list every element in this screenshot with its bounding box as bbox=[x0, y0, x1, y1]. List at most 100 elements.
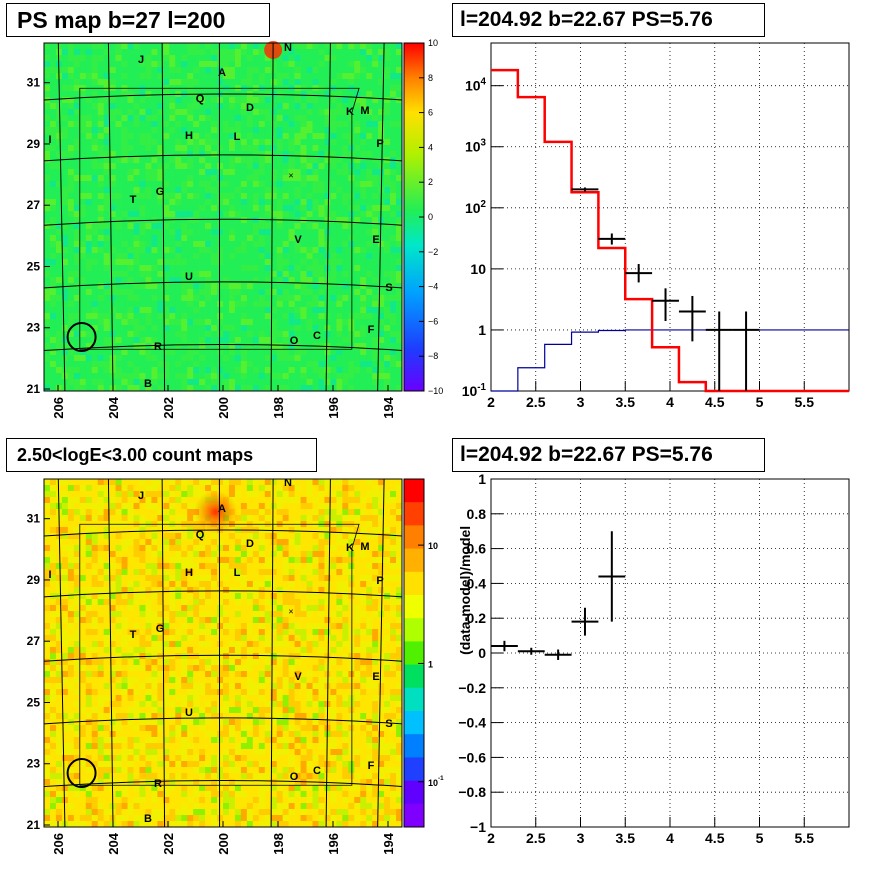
map-pixel bbox=[240, 55, 248, 62]
map-pixel bbox=[169, 67, 176, 74]
map-pixel bbox=[193, 331, 200, 338]
map-pixel bbox=[205, 289, 212, 296]
map-pixel bbox=[139, 91, 146, 98]
map-pixel bbox=[282, 61, 289, 68]
map-pixel bbox=[342, 73, 349, 80]
map-pixel bbox=[133, 67, 140, 74]
map-pixel bbox=[163, 749, 170, 756]
map-pixel bbox=[49, 599, 57, 606]
map-pixel bbox=[246, 265, 254, 272]
map-pixel bbox=[73, 289, 81, 296]
map-pixel bbox=[276, 67, 283, 74]
map-pixel bbox=[145, 647, 152, 654]
map-pixel bbox=[252, 253, 260, 260]
map-pixel bbox=[127, 671, 134, 678]
map-pixel bbox=[342, 325, 349, 332]
map-pixel bbox=[240, 181, 248, 188]
map-pixel bbox=[44, 187, 51, 194]
map-pixel bbox=[85, 647, 93, 654]
map-pixel bbox=[390, 67, 397, 74]
map-pixel bbox=[73, 731, 81, 738]
map-pixel bbox=[61, 61, 69, 68]
map-pixel bbox=[336, 43, 343, 50]
map-pixel bbox=[163, 367, 170, 374]
map-pixel bbox=[127, 815, 134, 822]
map-pixel bbox=[61, 73, 69, 80]
map-pixel bbox=[342, 175, 349, 182]
map-pixel bbox=[240, 139, 248, 146]
map-pixel bbox=[199, 163, 206, 170]
map-pixel bbox=[49, 217, 57, 224]
map-pixel bbox=[288, 133, 295, 140]
map-pixel bbox=[145, 199, 152, 206]
map-pixel bbox=[181, 73, 188, 80]
map-pixel bbox=[109, 73, 116, 80]
map-pixel bbox=[73, 307, 81, 314]
map-pixel bbox=[103, 229, 110, 236]
map-pixel bbox=[79, 707, 87, 714]
colorbar-tick-label: −10 bbox=[428, 386, 443, 396]
map-pixel bbox=[228, 145, 236, 152]
map-pixel bbox=[193, 193, 200, 200]
map-pixel bbox=[223, 325, 230, 332]
map-pixel bbox=[151, 67, 158, 74]
map-pixel bbox=[270, 277, 277, 284]
map-pixel bbox=[318, 127, 325, 134]
map-pixel bbox=[121, 605, 128, 612]
map-pixel bbox=[49, 253, 57, 260]
x-tick-label: 2.5 bbox=[526, 394, 546, 410]
map-pixel bbox=[169, 373, 176, 380]
map-pixel bbox=[61, 211, 69, 218]
map-pixel bbox=[181, 205, 188, 212]
map-pixel bbox=[115, 485, 122, 492]
map-pixel bbox=[246, 103, 254, 110]
map-pixel bbox=[175, 193, 182, 200]
map-pixel bbox=[348, 349, 355, 356]
map-pixel bbox=[264, 163, 272, 170]
map-pixel bbox=[91, 551, 98, 558]
map-pixel bbox=[49, 355, 57, 362]
map-pixel bbox=[97, 575, 104, 582]
map-pixel bbox=[103, 367, 110, 374]
map-pixel bbox=[67, 707, 75, 714]
map-pixel bbox=[318, 133, 325, 140]
map-pixel bbox=[73, 521, 81, 528]
map-pixel bbox=[217, 97, 224, 104]
map-pixel bbox=[61, 355, 69, 362]
map-pixel bbox=[163, 343, 170, 350]
map-pixel bbox=[151, 707, 158, 714]
map-pixel bbox=[85, 277, 93, 284]
map-pixel bbox=[127, 247, 134, 254]
map-pixel bbox=[97, 599, 104, 606]
map-pixel bbox=[240, 193, 248, 200]
map-pixel bbox=[157, 67, 164, 74]
map-pixel bbox=[330, 385, 337, 392]
map-pixel bbox=[390, 55, 397, 62]
map-pixel bbox=[300, 133, 307, 140]
map-pixel bbox=[79, 821, 87, 828]
map-pixel bbox=[85, 67, 93, 74]
map-pixel bbox=[97, 67, 104, 74]
x-tick-label: 4.5 bbox=[705, 394, 725, 410]
map-pixel bbox=[103, 479, 110, 486]
map-pixel bbox=[115, 43, 122, 50]
map-pixel bbox=[163, 731, 170, 738]
map-pixel bbox=[330, 277, 337, 284]
map-pixel bbox=[85, 115, 93, 122]
map-pixel bbox=[336, 163, 343, 170]
map-pixel bbox=[294, 61, 301, 68]
map-pixel bbox=[217, 193, 224, 200]
map-pixel bbox=[264, 157, 272, 164]
map-pixel bbox=[276, 109, 283, 116]
map-pixel bbox=[44, 563, 51, 570]
map-pixel bbox=[169, 545, 176, 552]
map-pixel bbox=[151, 49, 158, 56]
map-pixel bbox=[300, 277, 307, 284]
map-pixel bbox=[228, 247, 236, 254]
map-pixel bbox=[151, 545, 158, 552]
map-pixel bbox=[223, 169, 230, 176]
map-pixel bbox=[306, 109, 313, 116]
map-pixel bbox=[97, 557, 104, 564]
map-pixel bbox=[49, 665, 57, 672]
map-pixel bbox=[211, 163, 218, 170]
